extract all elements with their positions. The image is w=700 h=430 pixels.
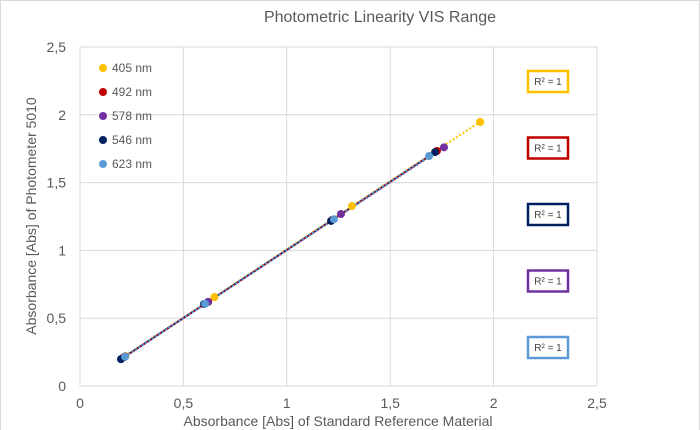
r2-box bbox=[526, 202, 570, 227]
legend-label: 546 nm bbox=[112, 133, 152, 147]
y-tick-label: 2,5 bbox=[47, 39, 67, 55]
legend-marker bbox=[99, 88, 107, 96]
x-tick-label: 2 bbox=[490, 395, 498, 411]
x-tick-label: 0 bbox=[76, 395, 84, 411]
y-tick-label: 1 bbox=[58, 242, 66, 258]
y-tick-label: 1,5 bbox=[47, 175, 67, 191]
data-point-623-nm bbox=[201, 299, 210, 308]
x-tick-label: 0,5 bbox=[174, 395, 194, 411]
x-tick-label: 1,5 bbox=[380, 395, 400, 411]
legend-marker bbox=[99, 64, 107, 72]
data-point-578-nm bbox=[336, 210, 345, 219]
r2-box bbox=[526, 69, 570, 94]
r2-label: R² = 1 bbox=[534, 144, 562, 155]
legend-label: 623 nm bbox=[112, 157, 152, 171]
data-point-405-nm bbox=[347, 202, 356, 211]
r2-box bbox=[526, 269, 570, 293]
data-point-623-nm bbox=[329, 215, 338, 224]
trendline-623-nm bbox=[124, 155, 430, 358]
r2-box bbox=[526, 136, 570, 160]
y-tick-label: 0 bbox=[58, 378, 66, 394]
legend-marker bbox=[99, 136, 107, 144]
y-tick-label: 0,5 bbox=[47, 310, 67, 326]
r2-label: R² = 1 bbox=[534, 210, 562, 221]
y-tick-label: 2 bbox=[58, 107, 66, 123]
trendline-492-nm bbox=[122, 150, 438, 359]
data-point-623-nm bbox=[425, 152, 434, 161]
legend-marker bbox=[99, 112, 107, 120]
legend-label: 405 nm bbox=[112, 61, 152, 75]
y-axis-label: Absorbance [Abs] of Photometer 5010 bbox=[23, 97, 39, 335]
data-point-405-nm bbox=[476, 117, 485, 126]
data-point-405-nm bbox=[210, 293, 219, 302]
x-axis-label: Absorbance [Abs] of Standard Reference M… bbox=[184, 413, 493, 429]
data-point-623-nm bbox=[121, 352, 130, 361]
legend-label: 492 nm bbox=[112, 85, 152, 99]
x-tick-label: 2,5 bbox=[587, 395, 607, 411]
legend-label: 578 nm bbox=[112, 109, 152, 123]
legend-marker bbox=[99, 160, 107, 168]
data-point-546-nm bbox=[431, 148, 440, 157]
trendline-578-nm bbox=[124, 146, 445, 358]
r2-box bbox=[526, 335, 570, 360]
chart-title: Photometric Linearity VIS Range bbox=[264, 9, 496, 26]
x-tick-label: 1 bbox=[283, 395, 291, 411]
r2-label: R² = 1 bbox=[534, 277, 562, 288]
r2-label: R² = 1 bbox=[534, 343, 562, 354]
data-point-578-nm bbox=[439, 143, 448, 152]
r2-label: R² = 1 bbox=[534, 77, 562, 88]
